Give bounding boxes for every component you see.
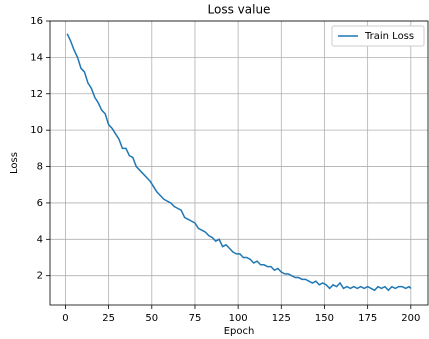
x-tick-label: 100 xyxy=(229,313,248,324)
legend-label: Train Loss xyxy=(364,31,414,42)
y-tick-label: 4 xyxy=(37,234,43,245)
x-tick-label: 175 xyxy=(358,313,377,324)
y-tick-label: 12 xyxy=(30,89,43,100)
y-tick-label: 10 xyxy=(30,125,43,136)
x-tick-label: 125 xyxy=(272,313,291,324)
x-tick-label: 50 xyxy=(145,313,158,324)
plot-frame xyxy=(49,20,429,306)
x-tick-label: 75 xyxy=(189,313,202,324)
loss-line xyxy=(66,33,412,292)
y-axis-label: Loss xyxy=(9,152,20,174)
x-tick-label: 25 xyxy=(102,313,115,324)
y-tick-label: 8 xyxy=(37,162,43,173)
y-tick-label: 6 xyxy=(37,198,43,209)
x-tick-label: 150 xyxy=(315,313,334,324)
y-tick-label: 14 xyxy=(30,52,43,63)
x-axis-label: Epoch xyxy=(224,326,255,337)
x-tick-label: 0 xyxy=(62,313,68,324)
legend-box xyxy=(331,25,425,47)
chart-title: Loss value xyxy=(208,3,271,17)
x-tick-label: 200 xyxy=(401,313,420,324)
y-tick-label: 2 xyxy=(37,271,43,282)
y-tick-label: 16 xyxy=(30,16,43,27)
